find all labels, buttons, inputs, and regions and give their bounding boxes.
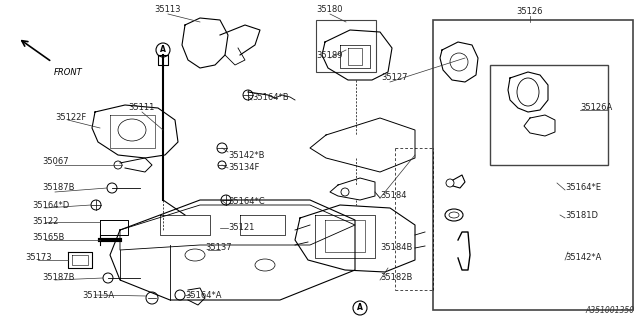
Text: 35142*A: 35142*A [565, 253, 602, 262]
Text: 35180: 35180 [317, 5, 343, 14]
Text: 35127: 35127 [381, 74, 408, 83]
Text: 35142*B: 35142*B [228, 150, 264, 159]
Bar [433, 20, 633, 310]
Text: 35182B: 35182B [380, 274, 412, 283]
Text: 35137: 35137 [205, 244, 232, 252]
Text: 35164*E: 35164*E [565, 183, 601, 193]
Text: 35164*D: 35164*D [32, 201, 69, 210]
Text: 35184: 35184 [380, 190, 406, 199]
Text: 35122: 35122 [32, 218, 58, 227]
Text: 35115A: 35115A [82, 291, 114, 300]
Text: 35181D: 35181D [565, 211, 598, 220]
Text: 35164*B: 35164*B [252, 93, 289, 102]
Text: 35165B: 35165B [32, 234, 65, 243]
Text: 35189: 35189 [317, 51, 343, 60]
Text: 35126: 35126 [516, 7, 543, 17]
Text: 35164*C: 35164*C [228, 197, 264, 206]
Text: 35113: 35113 [155, 5, 181, 14]
Text: A: A [357, 303, 363, 313]
Text: 35184B: 35184B [380, 244, 412, 252]
Text: 35121: 35121 [228, 223, 254, 233]
Text: 35122F: 35122F [55, 114, 86, 123]
Text: 35111: 35111 [128, 103, 154, 113]
Text: 35164*A: 35164*A [185, 291, 221, 300]
Text: 35187B: 35187B [42, 183, 74, 193]
Text: FRONT: FRONT [54, 68, 83, 77]
Text: 35126A: 35126A [580, 103, 612, 113]
Text: 35187B: 35187B [42, 274, 74, 283]
Bar [316, 20, 376, 72]
Text: 35173: 35173 [25, 253, 52, 262]
Text: 35067: 35067 [42, 157, 68, 166]
Bar [490, 65, 608, 165]
Text: A351001350: A351001350 [586, 306, 635, 315]
Text: 35134F: 35134F [228, 164, 259, 172]
Text: A: A [160, 45, 166, 54]
